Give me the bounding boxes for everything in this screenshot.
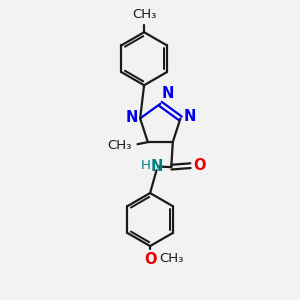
Text: O: O bbox=[144, 252, 156, 267]
Text: H: H bbox=[141, 159, 151, 172]
Text: N: N bbox=[162, 86, 174, 101]
Text: N: N bbox=[150, 159, 163, 174]
Text: CH₃: CH₃ bbox=[159, 252, 183, 265]
Text: N: N bbox=[126, 110, 138, 125]
Text: CH₃: CH₃ bbox=[107, 139, 132, 152]
Text: CH₃: CH₃ bbox=[132, 8, 156, 21]
Text: O: O bbox=[194, 158, 206, 173]
Text: N: N bbox=[183, 110, 196, 124]
